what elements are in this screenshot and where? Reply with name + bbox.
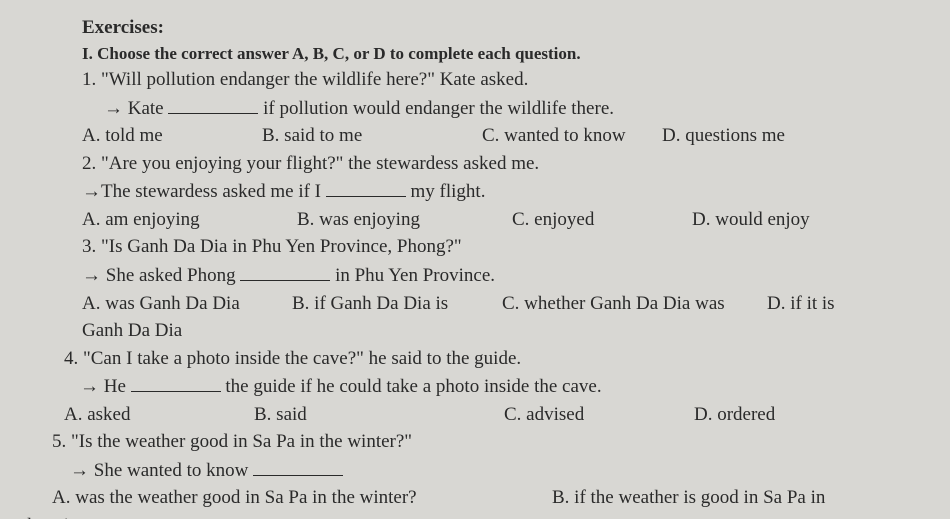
worksheet-page: Exercises: I. Choose the correct answer … <box>0 0 950 519</box>
q4-num: 4. <box>64 348 78 369</box>
instruction-line: I. Choose the correct answer A, B, C, or… <box>8 42 942 67</box>
blank-line <box>168 94 258 114</box>
q4-options: A. asked B. said C. advised D. ordered <box>8 401 942 429</box>
q4-arrow: → He <box>80 376 131 397</box>
q4-opt-d: D. ordered <box>694 401 775 429</box>
q2-opt-a: A. am enjoying <box>82 206 297 234</box>
q2-num: 2. <box>82 153 96 174</box>
q1-num: 1. <box>82 69 96 90</box>
q3-opt-b: B. if Ganh Da Dia is <box>292 290 502 318</box>
q2-prompt: 2. "Are you enjoying your flight?" the s… <box>8 150 942 178</box>
q3-opt-c: C. whether Ganh Da Dia was <box>502 290 767 318</box>
q1-opt-b: B. said to me <box>262 122 482 150</box>
q3-opt-d: D. if it is <box>767 290 835 318</box>
q5-quote: "Is the weather good in Sa Pa in the win… <box>71 431 412 452</box>
q3-quote: "Is Ganh Da Dia in Phu Yen Province, Pho… <box>101 236 462 257</box>
q2-rewrite: →The stewardess asked me if I my flight. <box>8 177 942 206</box>
q3-prompt: 3. "Is Ganh Da Dia in Phu Yen Province, … <box>8 233 942 261</box>
q5-opt-a: A. was the weather good in Sa Pa in the … <box>52 484 552 512</box>
q5-prompt: 5. "Is the weather good in Sa Pa in the … <box>8 428 942 456</box>
blank-line <box>253 456 343 476</box>
q1-opt-a: A. told me <box>82 122 262 150</box>
q2-opt-d: D. would enjoy <box>692 206 810 234</box>
q1-quote: "Will pollution endanger the wildlife he… <box>101 69 528 90</box>
q4-opt-b: B. said <box>254 401 504 429</box>
q1-prompt: 1. "Will pollution endanger the wildlife… <box>8 66 942 94</box>
q3-options: A. was Ganh Da Dia B. if Ganh Da Dia is … <box>8 290 942 318</box>
q2-arrow: →The stewardess asked me if I <box>82 181 326 202</box>
blank-line <box>326 177 406 197</box>
q3-dangling: Ganh Da Dia <box>8 317 942 345</box>
q4-cont: the guide if he could take a photo insid… <box>225 376 601 397</box>
q5-arrow: → She wanted to know <box>70 460 253 481</box>
q3-opt-a: A. was Ganh Da Dia <box>82 290 292 318</box>
blank-line <box>240 261 330 281</box>
q5-options-row1: A. was the weather good in Sa Pa in the … <box>8 484 942 512</box>
q3-arrow: → She asked Phong <box>82 265 240 286</box>
q5-opt-b: B. if the weather is good in Sa Pa in <box>552 484 825 512</box>
q5-rewrite: → She wanted to know <box>8 456 942 485</box>
q1-cont: if pollution would endanger the wildlife… <box>263 98 614 119</box>
q4-opt-c: C. advised <box>504 401 694 429</box>
q3-num: 3. <box>82 236 96 257</box>
q1-options: A. told me B. said to me C. wanted to kn… <box>8 122 942 150</box>
q2-options: A. am enjoying B. was enjoying C. enjoye… <box>8 206 942 234</box>
q2-opt-b: B. was enjoying <box>297 206 512 234</box>
q4-opt-a: A. asked <box>64 401 254 429</box>
q2-quote: "Are you enjoying your flight?" the stew… <box>101 153 539 174</box>
q5-num: 5. <box>52 431 66 452</box>
exercises-heading: Exercises: <box>8 14 942 42</box>
blank-line <box>131 372 221 392</box>
q1-rewrite: → Kate if pollution would endanger the w… <box>8 94 942 123</box>
q2-cont: my flight. <box>411 181 486 202</box>
q2-opt-c: C. enjoyed <box>512 206 692 234</box>
q1-opt-c: C. wanted to know <box>482 122 662 150</box>
q3-cont: in Phu Yen Province. <box>335 265 495 286</box>
q4-prompt: 4. "Can I take a photo inside the cave?"… <box>8 345 942 373</box>
q4-quote: "Can I take a photo inside the cave?" he… <box>83 348 521 369</box>
q3-rewrite: → She asked Phong in Phu Yen Province. <box>8 261 942 290</box>
q1-opt-d: D. questions me <box>662 122 785 150</box>
q4-rewrite: → He the guide if he could take a photo … <box>8 372 942 401</box>
q1-arrow: → Kate <box>104 98 164 119</box>
q5-b-tail: the winter. <box>8 512 942 519</box>
